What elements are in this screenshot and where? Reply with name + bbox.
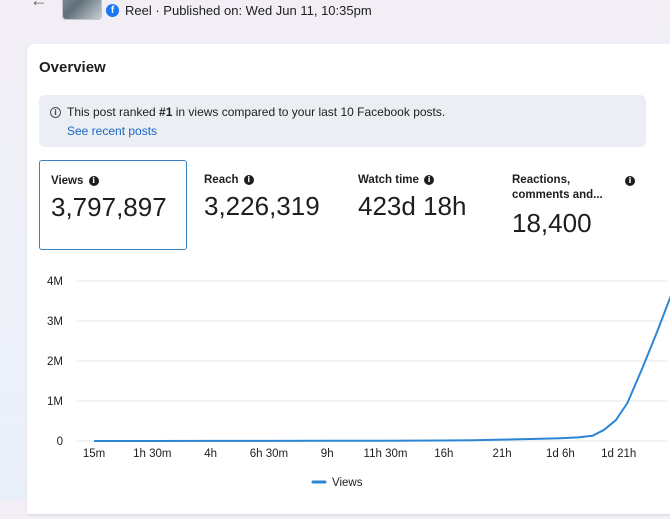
info-icon: i xyxy=(50,107,61,118)
x-tick-label: 1d 6h xyxy=(546,448,575,460)
metric-reactions[interactable]: Reactions, comments and... i 18,400 xyxy=(501,160,647,248)
x-tick-label: 21h xyxy=(493,448,512,460)
x-tick-label: 1d 21h xyxy=(601,448,636,460)
rank-notice-text: This post ranked #1 in views compared to… xyxy=(67,105,445,119)
overview-title: Overview xyxy=(39,59,106,76)
metric-label: Views i xyxy=(51,175,99,187)
views-series-line xyxy=(94,295,670,442)
metric-views[interactable]: Views i 3,797,897 xyxy=(39,160,187,250)
x-tick-label: 11h 30m xyxy=(364,448,408,460)
rank-notice: i This post ranked #1 in views compared … xyxy=(39,95,646,147)
post-header: ← f Reel · Published on: Wed Jun 11, 10:… xyxy=(0,0,670,28)
metric-watch-time[interactable]: Watch time i 423d 18h xyxy=(347,160,493,248)
metric-value: 18,400 xyxy=(512,208,592,238)
y-tick-label: 3M xyxy=(47,316,63,328)
facebook-icon: f xyxy=(106,4,119,17)
views-chart: 0 1M 2M 3M 4M 15m 1h 30m 4h 6h 30m 9h 11h 30m 16h 21… xyxy=(27,269,670,514)
x-tick-label: 6h 30m xyxy=(250,448,288,460)
post-meta: Reel · Published on: Wed Jun 11, 10:35pm xyxy=(125,3,372,18)
notice-rank: #1 xyxy=(159,105,173,119)
info-icon[interactable]: i xyxy=(625,176,635,186)
reel-thumbnail[interactable] xyxy=(62,0,102,20)
notice-text-before: This post ranked xyxy=(67,105,160,119)
metric-value: 3,226,319 xyxy=(204,191,320,221)
x-tick-label: 1h 30m xyxy=(133,448,171,460)
overview-card: Overview i This post ranked #1 in views … xyxy=(27,44,670,514)
y-tick-label: 4M xyxy=(47,276,63,288)
back-arrow-icon[interactable]: ← xyxy=(30,0,48,10)
y-tick-label: 2M xyxy=(47,356,63,368)
info-icon[interactable]: i xyxy=(243,175,254,185)
metric-value: 3,797,897 xyxy=(51,192,167,222)
metric-value: 423d 18h xyxy=(358,191,467,221)
views-line-chart: 0 1M 2M 3M 4M 15m 1h 30m 4h 6h 30m 9h 11h 30m 16h 21… xyxy=(47,276,670,489)
x-tick-label: 15m xyxy=(83,448,105,460)
x-tick-label: 16h xyxy=(434,448,453,460)
notice-text-after: in views compared to your last 10 Facebo… xyxy=(172,105,446,119)
info-icon[interactable]: i xyxy=(424,175,435,185)
y-tick-label: 1M xyxy=(47,396,63,408)
x-tick-label: 4h xyxy=(204,448,217,460)
metric-reach[interactable]: Reach i 3,226,319 xyxy=(193,160,339,248)
x-tick-label: 9h xyxy=(321,448,334,460)
see-recent-posts-link[interactable]: See recent posts xyxy=(67,124,158,138)
info-icon[interactable]: i xyxy=(88,176,99,186)
metric-label: Reach i xyxy=(204,174,254,186)
metric-label: Reactions, comments and... xyxy=(512,174,603,201)
metric-label: Watch time i xyxy=(358,174,435,186)
legend-label: Views xyxy=(332,477,363,489)
y-tick-label: 0 xyxy=(57,436,63,448)
